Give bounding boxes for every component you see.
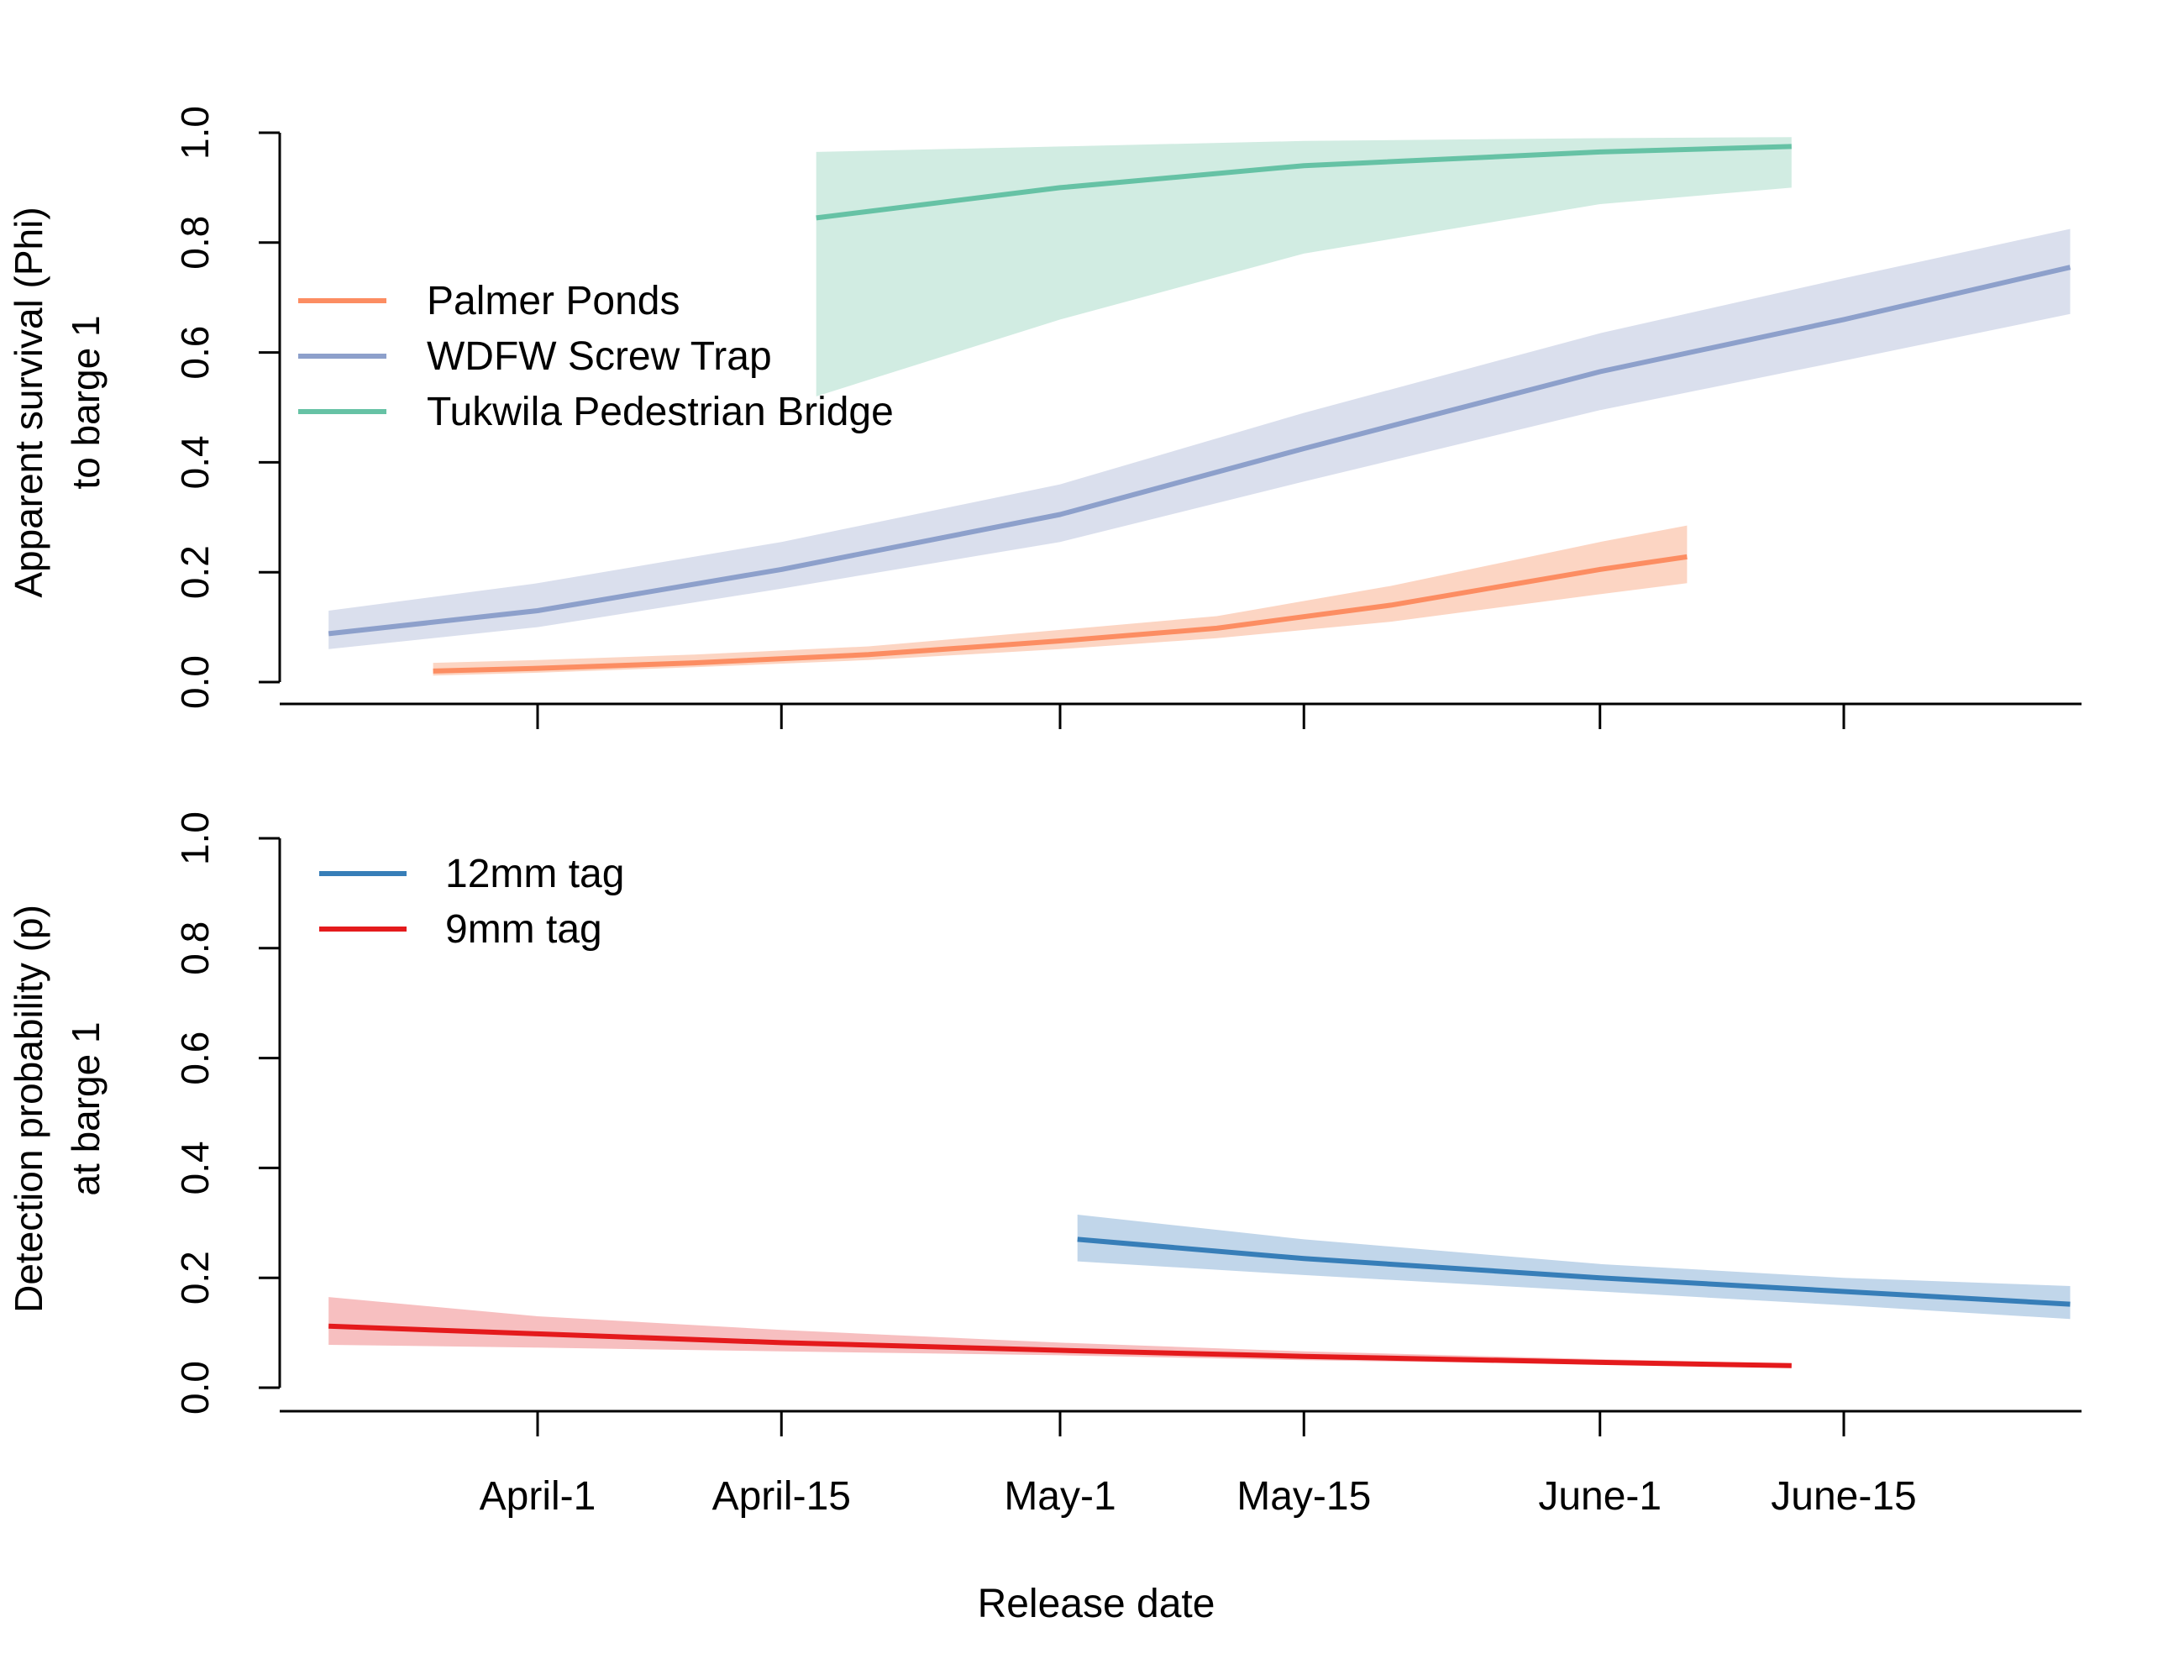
legend-label: Palmer Ponds bbox=[427, 279, 680, 323]
x-tick-label: May-1 bbox=[1004, 1474, 1116, 1519]
palmer-ponds-line bbox=[433, 554, 1688, 674]
survival-y-axis-label: Apparent survival (Phi) bbox=[7, 207, 50, 597]
detection-axes bbox=[278, 838, 2082, 1413]
y-tick-label: 0.0 bbox=[173, 655, 217, 709]
detection-x-ticks bbox=[536, 1411, 1845, 1436]
x-tick-label: April-15 bbox=[712, 1474, 851, 1519]
wdfw-screw-trap-line bbox=[328, 265, 2071, 637]
legend-label: WDFW Screw Trap bbox=[427, 334, 772, 379]
legend-label: Tukwila Pedestrian Bridge bbox=[427, 390, 894, 434]
y-tick-label: 0.8 bbox=[173, 216, 217, 270]
x-tick-label: May-15 bbox=[1236, 1474, 1371, 1519]
y-tick-label: 0.4 bbox=[173, 1141, 217, 1194]
legend-label: 12mm tag bbox=[445, 852, 624, 896]
x-tick-label: April-1 bbox=[480, 1474, 596, 1519]
detection-series-lines bbox=[328, 1236, 2071, 1368]
tukwila-pedestrian-bridge-band bbox=[816, 137, 1792, 396]
survival-legend: Palmer Ponds WDFW Screw Trap Tukwila Pedes… bbox=[298, 279, 894, 434]
y-tick-label: 0.2 bbox=[173, 1251, 217, 1305]
y-tick-label: 0.4 bbox=[173, 435, 217, 489]
palmer-ponds-band bbox=[433, 525, 1688, 676]
y-tick-label: 0.2 bbox=[173, 545, 217, 599]
survival-confidence-bands bbox=[328, 137, 2071, 676]
12mm-tag-band bbox=[1077, 1215, 2071, 1320]
y-tick-label: 0.0 bbox=[173, 1361, 217, 1415]
y-tick-label: 0.6 bbox=[173, 326, 217, 380]
survival-series-lines bbox=[328, 144, 2071, 674]
x-tick-labels: April-1 April-15 May-1 May-15 June-1 June-15 bbox=[480, 1474, 1917, 1519]
tukwila-pedestrian-bridge-line bbox=[816, 144, 1792, 221]
detection-confidence-bands bbox=[328, 1215, 2071, 1368]
y-tick-label: 1.0 bbox=[173, 106, 217, 160]
9mm-tag-line bbox=[328, 1323, 1792, 1368]
x-tick-label: June-15 bbox=[1771, 1474, 1916, 1519]
x-tick-label: June-1 bbox=[1538, 1474, 1662, 1519]
x-axis-label: Release date bbox=[978, 1582, 1215, 1626]
detection-panel: 0.0 0.2 0.4 0.6 0.8 1.0 Detection probability… bbox=[7, 811, 2082, 1436]
detection-y-axis-label: Detection probability (p) bbox=[7, 905, 50, 1313]
survival-axes bbox=[278, 133, 2082, 706]
legend-label: 9mm tag bbox=[445, 907, 602, 952]
detection-y-ticks: 0.0 0.2 0.4 0.6 0.8 1.0 bbox=[173, 811, 280, 1415]
survival-x-ticks bbox=[536, 704, 1845, 729]
survival-panel: 0.0 0.2 0.4 0.6 0.8 1.0 Apparent survival (Ph… bbox=[7, 106, 2082, 729]
y-tick-label: 0.6 bbox=[173, 1032, 217, 1085]
detection-legend: 12mm tag 9mm tag bbox=[319, 852, 624, 952]
y-tick-label: 0.8 bbox=[173, 921, 217, 975]
detection-y-axis-label-line2: at barge 1 bbox=[64, 1021, 108, 1195]
12mm-tag-line bbox=[1077, 1236, 2071, 1307]
survival-y-axis-label-line2: to barge 1 bbox=[64, 315, 108, 489]
survival-y-ticks: 0.0 0.2 0.4 0.6 0.8 1.0 bbox=[173, 106, 280, 709]
9mm-tag-band bbox=[328, 1297, 1792, 1368]
y-tick-label: 1.0 bbox=[173, 811, 217, 865]
wdfw-screw-trap-band bbox=[328, 228, 2071, 649]
